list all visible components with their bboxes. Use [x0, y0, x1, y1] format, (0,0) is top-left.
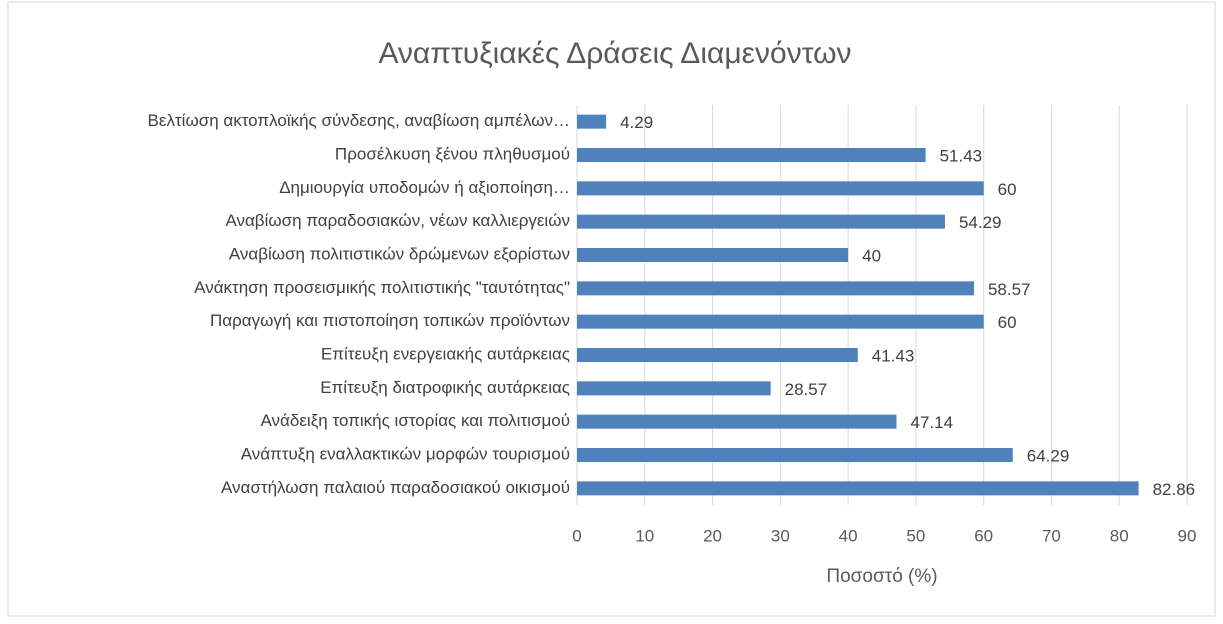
x-tick-label: 20 — [703, 526, 722, 545]
y-tick-label: Παραγωγή και πιστοποίηση τοπικών προϊόντ… — [210, 311, 570, 330]
data-label: 60 — [998, 313, 1017, 332]
y-tick-label: Προσέλκυση ξένου πληθυσμού — [335, 144, 570, 163]
y-tick-label: Ανάκτηση προσεισμικής πολιτιστικής "ταυτ… — [194, 278, 570, 297]
y-tick-label: Αναβίωση παραδοσιακών, νέων καλλιεργειών — [225, 211, 570, 230]
x-tick-label: 50 — [906, 526, 925, 545]
x-tick-label: 70 — [1042, 526, 1061, 545]
bar — [577, 314, 984, 329]
y-tick-label: Ανάδειξη τοπικής ιστορίας και πολιτισμού — [261, 411, 570, 430]
x-tick-label: 80 — [1110, 526, 1129, 545]
data-label: 4.29 — [620, 113, 653, 132]
bar — [577, 281, 974, 296]
x-tick-label: 40 — [839, 526, 858, 545]
data-label: 40 — [862, 246, 881, 265]
bar — [577, 381, 771, 396]
y-tick-label: Αναβίωση πολιτιστικών δρώμενων εξορίστων — [229, 244, 570, 263]
bar — [577, 448, 1013, 462]
chart-title: Αναπτυξιακές Δράσεις Διαμενόντων — [378, 37, 851, 70]
x-tick-label: 0 — [572, 526, 581, 545]
bar — [577, 148, 926, 162]
bar — [577, 481, 1139, 496]
data-label: 51.43 — [940, 146, 983, 165]
bar — [577, 181, 984, 196]
y-tick-label: Βελτίωση ακτοπλοϊκής σύνδεσης, αναβίωση … — [148, 111, 570, 130]
data-label: 64.29 — [1027, 446, 1070, 465]
bar — [577, 248, 849, 262]
y-tick-label: Επίτευξη διατροφικής αυτάρκειας — [320, 378, 570, 397]
data-label: 41.43 — [872, 346, 915, 365]
chart-frame — [7, 1, 1216, 617]
data-label: 54.29 — [959, 213, 1002, 232]
x-axis-title: Ποσοστό (%) — [826, 566, 937, 587]
y-tick-label: Επίτευξη ενεργειακής αυτάρκειας — [321, 344, 570, 363]
bar — [577, 348, 858, 362]
data-label: 58.57 — [988, 280, 1031, 299]
y-tick-label: Ανάπτυξη εναλλακτικών μορφών τουρισμού — [241, 444, 570, 463]
data-label: 82.86 — [1153, 480, 1196, 499]
bar — [577, 214, 945, 229]
x-tick-label: 90 — [1178, 526, 1197, 545]
x-tick-label: 30 — [771, 526, 790, 545]
data-label: 47.14 — [911, 413, 954, 432]
bar — [577, 114, 607, 129]
bar — [577, 414, 897, 429]
x-tick-label: 60 — [974, 526, 993, 545]
data-label: 60 — [998, 180, 1017, 199]
y-tick-label: Αναστήλωση παλαιού παραδοσιακού οικισμού — [221, 478, 570, 497]
y-tick-label: Δημιουργία υποδομών ή αξιοποίηση… — [279, 178, 570, 197]
x-tick-label: 10 — [635, 526, 654, 545]
data-label: 28.57 — [785, 380, 828, 399]
